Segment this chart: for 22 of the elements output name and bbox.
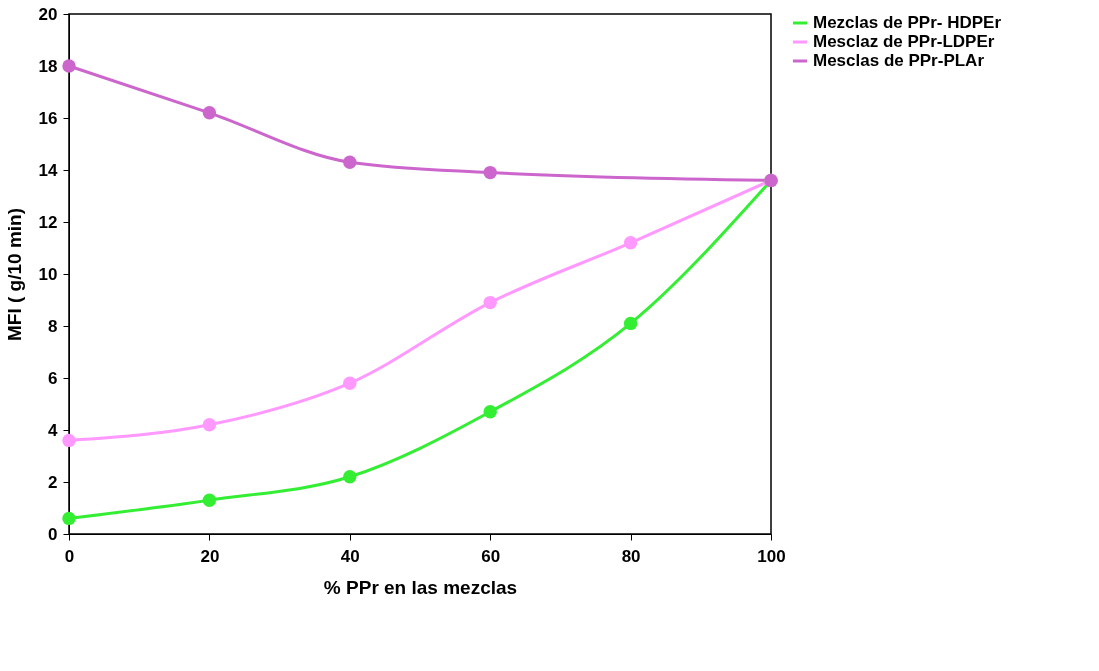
y-tick-label: 16 — [38, 108, 58, 128]
y-tick-label: 8 — [48, 316, 58, 336]
x-tick-label: 100 — [757, 546, 786, 566]
y-tick-label: 14 — [38, 160, 59, 180]
y-tick-label: 6 — [48, 368, 58, 388]
y-tick-label: 20 — [38, 4, 58, 24]
y-tick-label: 2 — [48, 472, 58, 492]
x-tick-label: 60 — [481, 546, 501, 566]
legend-label: Mezclas de PPr- HDPEr — [813, 13, 1002, 32]
x-axis-title: % PPr en las mezclas — [323, 576, 518, 598]
legend-label: Mesclas de PPr-PLAr — [813, 51, 985, 70]
legend-label: Mesclaz de PPr-LDPEr — [813, 32, 995, 51]
x-tick-label: 20 — [200, 546, 220, 566]
y-tick-label: 12 — [38, 212, 58, 232]
x-tick-label: 40 — [340, 546, 360, 566]
x-tick-label: 0 — [64, 546, 75, 566]
y-tick-label: 10 — [38, 264, 58, 284]
y-tick-label: 18 — [38, 56, 58, 76]
y-axis-title: MFI ( g/10 min) — [3, 208, 25, 341]
x-tick-label: 80 — [621, 546, 641, 566]
y-tick-label: 0 — [48, 524, 58, 544]
y-tick-label: 4 — [48, 420, 59, 440]
